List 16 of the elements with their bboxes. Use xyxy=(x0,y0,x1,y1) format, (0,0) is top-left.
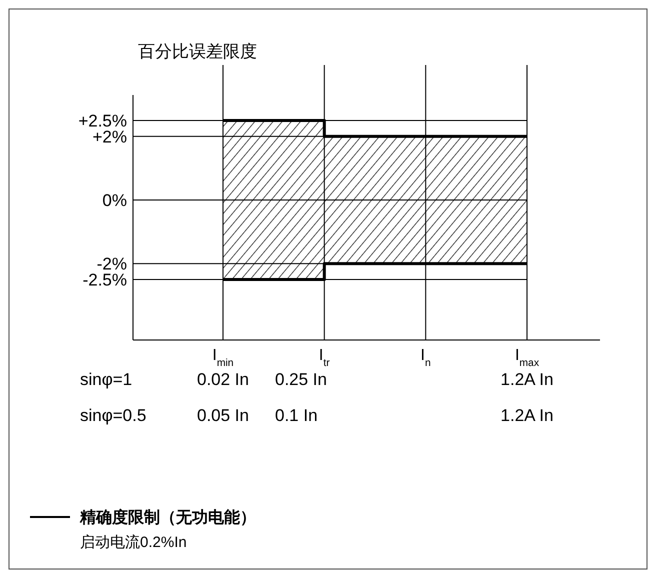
text: 1.2A In xyxy=(500,370,554,389)
y-tick-label: 0% xyxy=(102,190,127,210)
text: sinφ=1 xyxy=(80,370,132,389)
text: 启动电流0.2%In xyxy=(80,534,187,551)
y-axis-title: 百分比误差限度 xyxy=(138,42,257,61)
text: sinφ=0.5 xyxy=(80,406,146,425)
x-tick-label: I$_{min}$ xyxy=(212,347,234,368)
text: 0.1 In xyxy=(275,406,318,425)
text: 0.02 In xyxy=(197,370,249,389)
legend-label: 精确度限制（无功电能） xyxy=(79,508,256,527)
text: 0.25 In xyxy=(275,370,327,389)
x-tick-label: I$_{max}$ xyxy=(514,347,540,368)
x-tick-label: I$_{tr}$ xyxy=(318,347,330,368)
x-tick-label: I$_{n}$ xyxy=(420,347,432,368)
text: 1.2A In xyxy=(500,406,554,425)
text: 0.05 In xyxy=(197,406,249,425)
